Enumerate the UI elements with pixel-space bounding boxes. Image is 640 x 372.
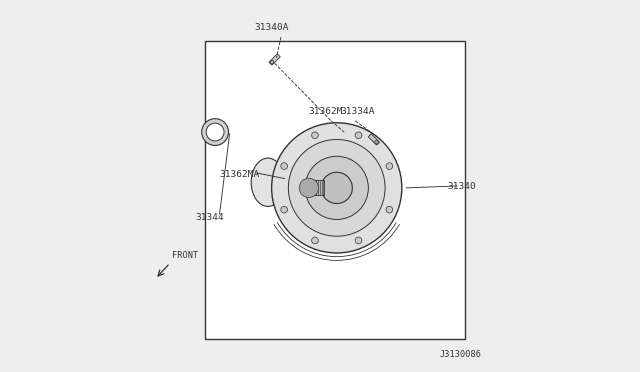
Circle shape — [386, 206, 393, 213]
Circle shape — [374, 140, 378, 144]
Circle shape — [312, 237, 318, 244]
Text: 31340A: 31340A — [254, 23, 289, 32]
Polygon shape — [368, 134, 380, 145]
Circle shape — [202, 119, 228, 145]
Circle shape — [299, 178, 319, 198]
Circle shape — [355, 237, 362, 244]
Circle shape — [271, 123, 402, 253]
Circle shape — [206, 123, 224, 141]
Circle shape — [355, 132, 362, 139]
Circle shape — [281, 206, 287, 213]
Text: 31362MA: 31362MA — [220, 170, 260, 179]
Polygon shape — [269, 54, 280, 65]
Circle shape — [312, 132, 318, 139]
Circle shape — [321, 172, 353, 203]
Circle shape — [386, 163, 393, 169]
Text: FRONT: FRONT — [172, 251, 198, 260]
Text: 31334A: 31334A — [340, 107, 374, 116]
Text: 31344: 31344 — [196, 213, 225, 222]
Circle shape — [281, 163, 287, 169]
Text: J3130086: J3130086 — [440, 350, 482, 359]
Circle shape — [270, 60, 274, 64]
Polygon shape — [309, 180, 324, 195]
Text: 31340: 31340 — [447, 182, 476, 190]
Circle shape — [289, 140, 385, 236]
Circle shape — [305, 156, 369, 219]
Bar — [205, 41, 465, 339]
Ellipse shape — [251, 158, 285, 206]
Text: 31362M: 31362M — [308, 107, 343, 116]
